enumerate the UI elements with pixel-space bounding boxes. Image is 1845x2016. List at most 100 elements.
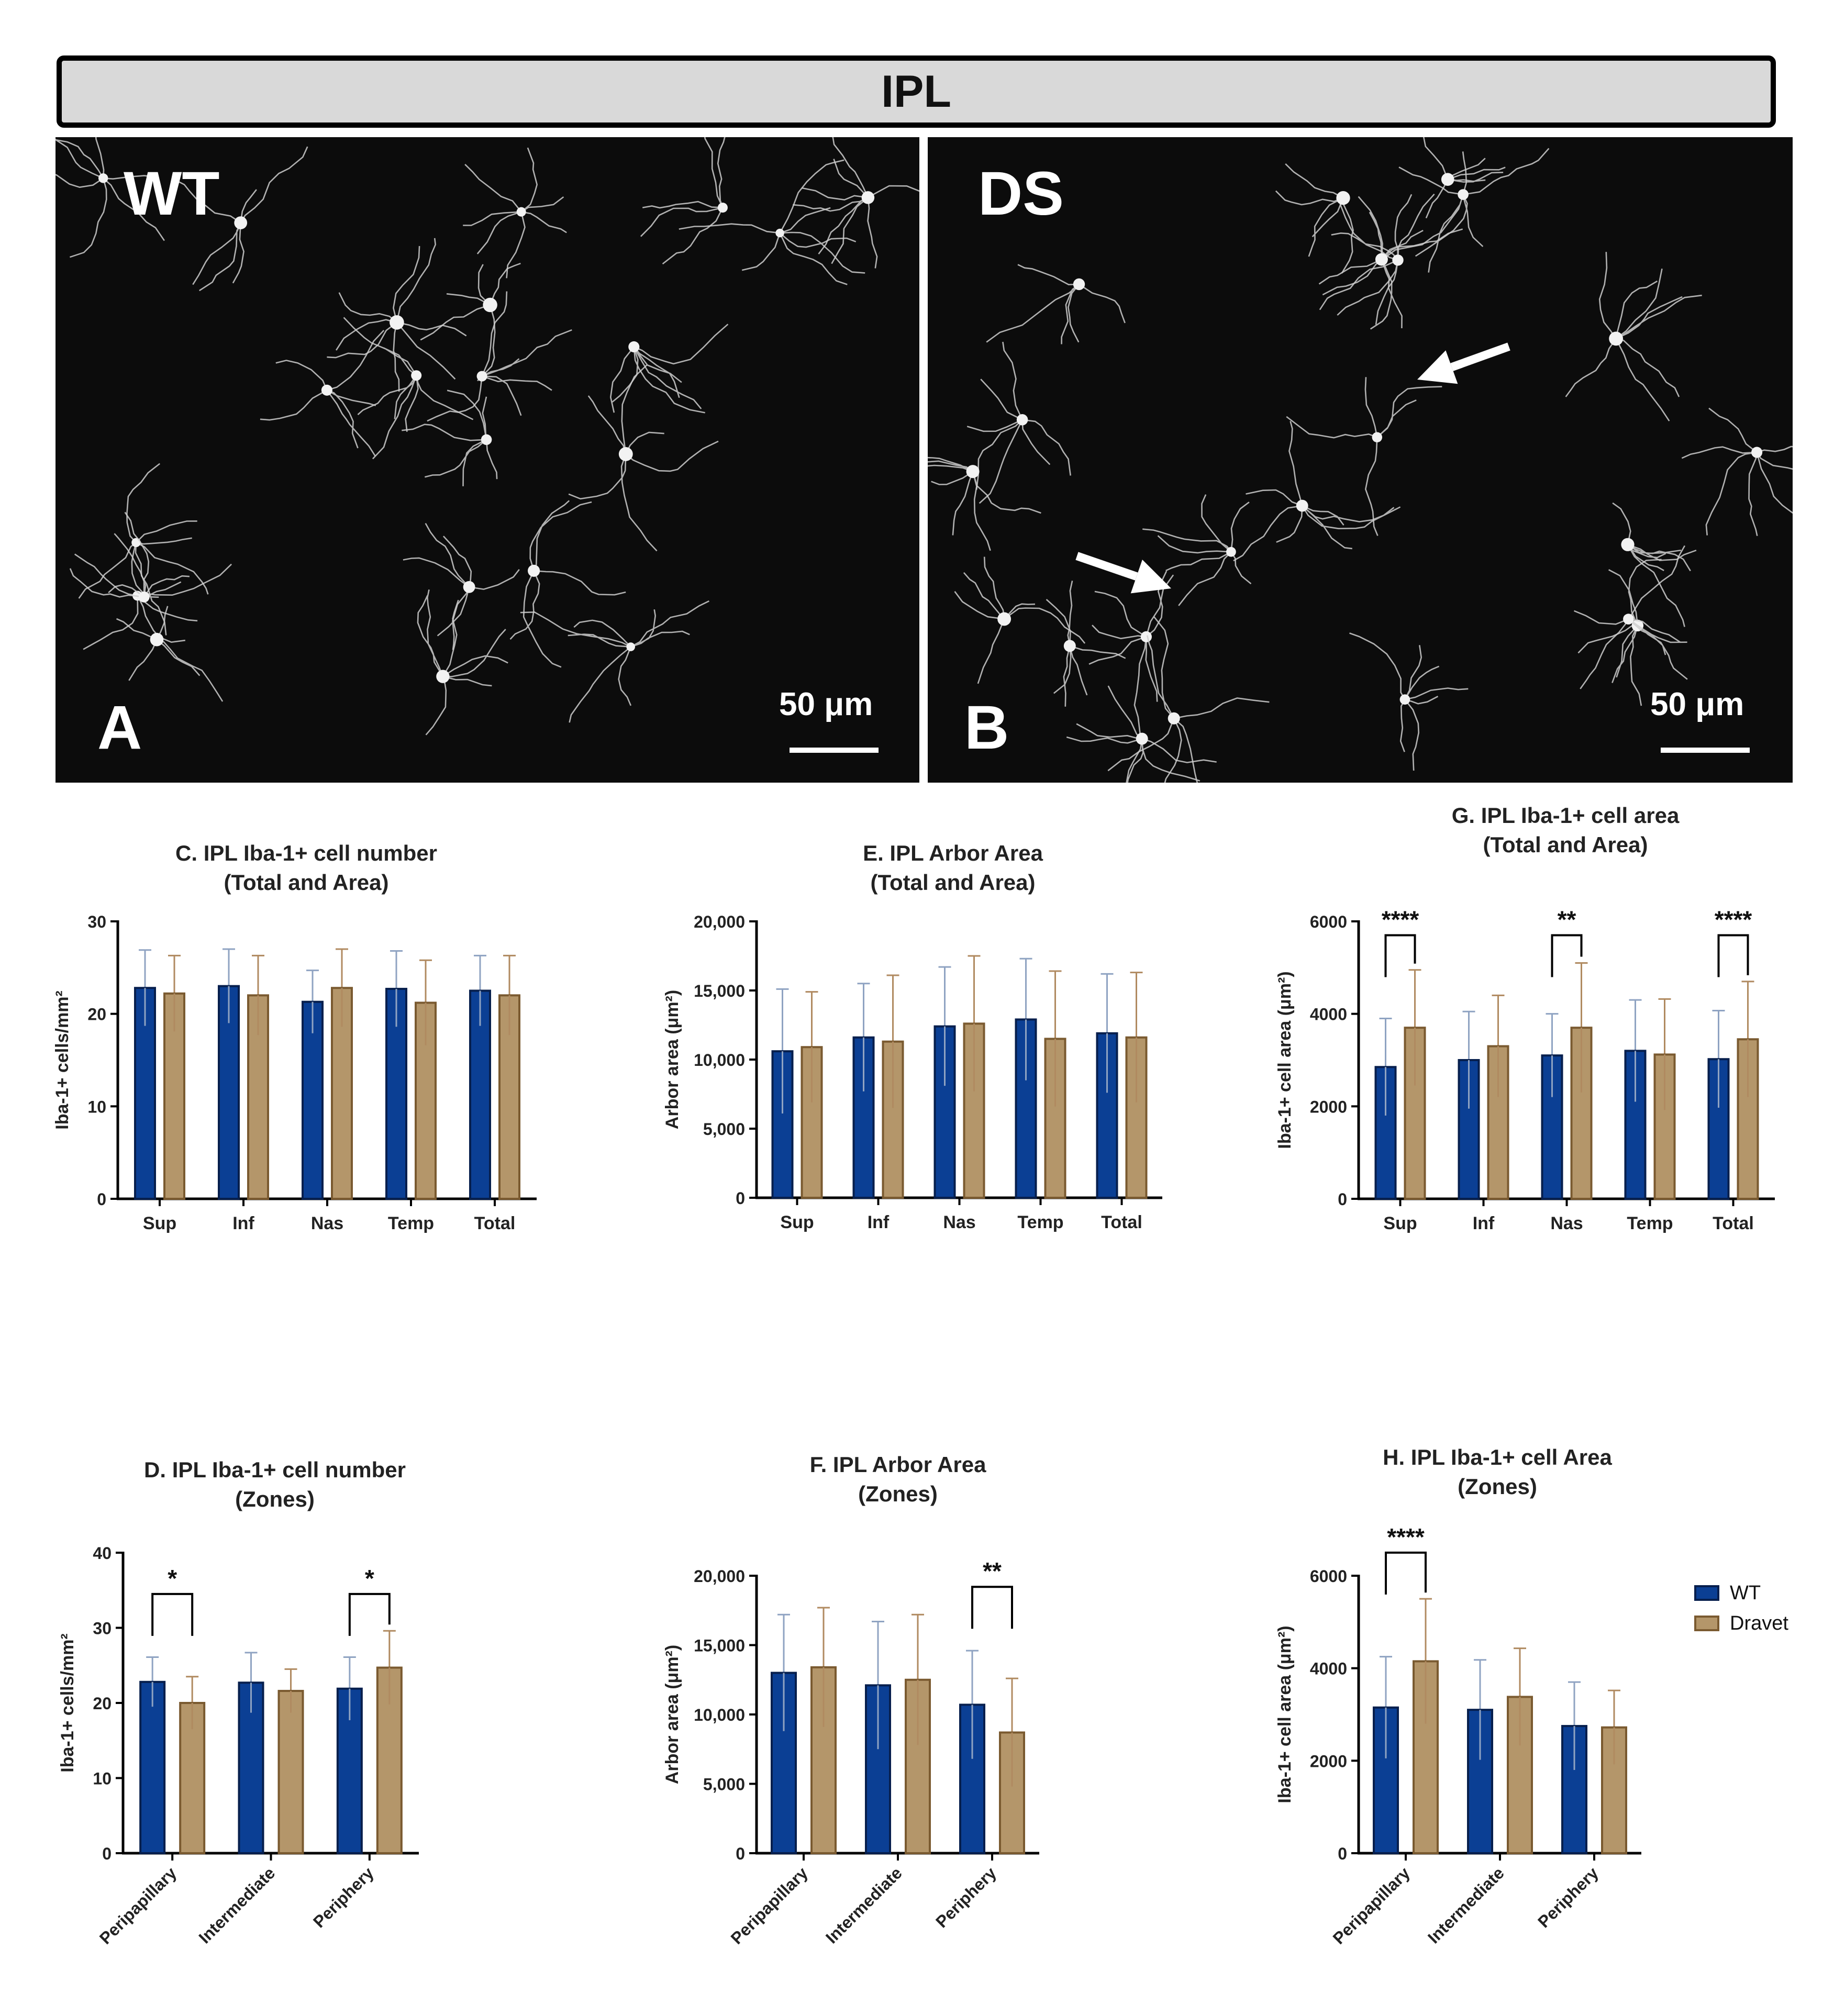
microglia-cell	[1088, 571, 1174, 744]
y-axis-label: Arbor area (μm²)	[662, 1645, 682, 1784]
bar-wt	[1374, 1066, 1397, 1200]
arrow-shaft	[1450, 342, 1510, 371]
microglia-soma	[528, 564, 540, 577]
microglia-process	[609, 324, 729, 414]
x-tick-label: Nas	[1550, 1213, 1583, 1233]
micrograph-panel-wt: WT A 50 μm	[55, 137, 919, 783]
microglia-cell	[793, 137, 919, 269]
microglia-cell	[327, 238, 467, 392]
microglia-cell	[343, 317, 474, 460]
x-tick-label: Intermediate	[822, 1863, 906, 1947]
y-tick-label: 20	[93, 1694, 112, 1713]
microglia-cell	[427, 291, 572, 422]
chart-subtitle: (Total and Area)	[870, 870, 1035, 895]
microglia-soma	[98, 173, 108, 183]
scale-bar-label-b: 50 μm	[1650, 686, 1744, 722]
microglia-cells	[928, 137, 1793, 783]
microglia-soma	[476, 371, 487, 382]
microglia-soma	[483, 297, 497, 313]
figure-title: IPL	[881, 66, 951, 117]
chart-subtitle: (Total and Area)	[1483, 832, 1648, 857]
chart-subtitle: (Zones)	[1458, 1474, 1537, 1499]
microglia-soma	[1226, 547, 1236, 557]
microglia-soma	[1392, 254, 1404, 266]
panel-label-ds: DS	[978, 159, 1064, 228]
microglia-cell	[1233, 421, 1401, 562]
microglia-process	[116, 606, 224, 702]
y-tick-label: 6000	[1310, 1567, 1347, 1586]
microglia-cell	[609, 324, 729, 414]
microglia-process	[327, 238, 467, 392]
microglia-process	[417, 589, 508, 736]
chart-f-arbor-area-zones: F. IPL Arbor Area (Zones) Arbor area (μm²)…	[662, 1452, 1039, 1948]
bar-dravet	[277, 1690, 304, 1854]
microglia-process	[520, 600, 709, 723]
significance-label: ****	[1387, 1523, 1425, 1551]
y-tick-label: 0	[1338, 1844, 1347, 1863]
y-tick-label: 2000	[1310, 1097, 1347, 1116]
microglia-process	[402, 389, 498, 486]
scale-bar-b	[1661, 748, 1750, 753]
microglia-process	[55, 137, 165, 258]
significance-bracket	[1384, 934, 1416, 977]
y-tick-label: 5,000	[703, 1775, 745, 1794]
microglia-process	[1107, 616, 1270, 783]
microglia-soma	[1609, 331, 1624, 346]
arrow-marker	[1417, 342, 1510, 384]
microglia-process	[463, 147, 567, 279]
microglia-soma	[411, 370, 422, 381]
microglia-cell	[1142, 494, 1252, 606]
x-tick-label: Total	[1713, 1213, 1754, 1233]
chart-title: D. IPL Iba-1+ cell number	[144, 1457, 406, 1482]
x-tick-label: Total	[1101, 1212, 1142, 1232]
microglia-cell	[55, 137, 165, 258]
microglia-process	[427, 291, 572, 422]
microglia-cell	[640, 137, 728, 265]
microglia-process	[260, 330, 385, 456]
x-tick-label: Sup	[1383, 1213, 1417, 1233]
microglia-cell	[509, 500, 626, 668]
y-tick-label: 4000	[1310, 1659, 1347, 1678]
microglia-cell	[986, 264, 1126, 344]
microglia-cell	[417, 589, 508, 736]
chart-subtitle: (Total and Area)	[224, 870, 388, 895]
x-tick-label: Inf	[868, 1212, 890, 1232]
x-tick-label: Periphery	[932, 1863, 1000, 1931]
significance-label: **	[983, 1557, 1002, 1585]
microglia-process	[509, 500, 626, 668]
microglia-soma	[1751, 447, 1763, 458]
y-tick-label: 20,000	[694, 1567, 745, 1586]
microglia-soma	[234, 216, 248, 229]
microglia-process	[1066, 685, 1217, 783]
arrow-head	[1130, 560, 1171, 594]
microglia-soma	[516, 207, 526, 217]
x-tick-label: Inf	[1473, 1213, 1495, 1233]
microglia-soma	[717, 203, 728, 213]
microglia-cell	[954, 556, 1086, 684]
chart-e-arbor-area: E. IPL Arbor Area (Total and Area) Arbor a…	[662, 841, 1162, 1232]
chart-title: G. IPL Iba-1+ cell area	[1452, 803, 1680, 828]
microglia-cell	[520, 600, 709, 723]
x-tick-label: Temp	[1627, 1213, 1673, 1233]
microglia-cell	[78, 463, 209, 636]
x-tick-label: Intermediate	[195, 1863, 279, 1947]
microglia-soma	[1375, 253, 1388, 266]
microglia-soma	[1336, 191, 1350, 205]
microglia-soma	[997, 612, 1012, 626]
microglia-soma	[1623, 614, 1634, 625]
microglia-process	[69, 511, 190, 598]
x-tick-label: Peripapillary	[727, 1863, 812, 1947]
legend: WT Dravet	[1694, 1578, 1788, 1641]
bar-wt	[302, 1000, 324, 1200]
microglia-soma	[1016, 414, 1028, 426]
microglia-soma	[1458, 189, 1469, 200]
microglia-process	[403, 522, 520, 650]
microglia-process	[793, 137, 919, 269]
microglia-soma	[321, 384, 332, 396]
microglia-cell	[1565, 252, 1702, 421]
legend-label-wt: WT	[1730, 1581, 1761, 1604]
microglia-soma	[966, 465, 980, 478]
significance-bracket	[1551, 934, 1583, 977]
chart-title: H. IPL Iba-1+ cell Area	[1383, 1445, 1612, 1469]
microglia-soma	[618, 447, 633, 461]
